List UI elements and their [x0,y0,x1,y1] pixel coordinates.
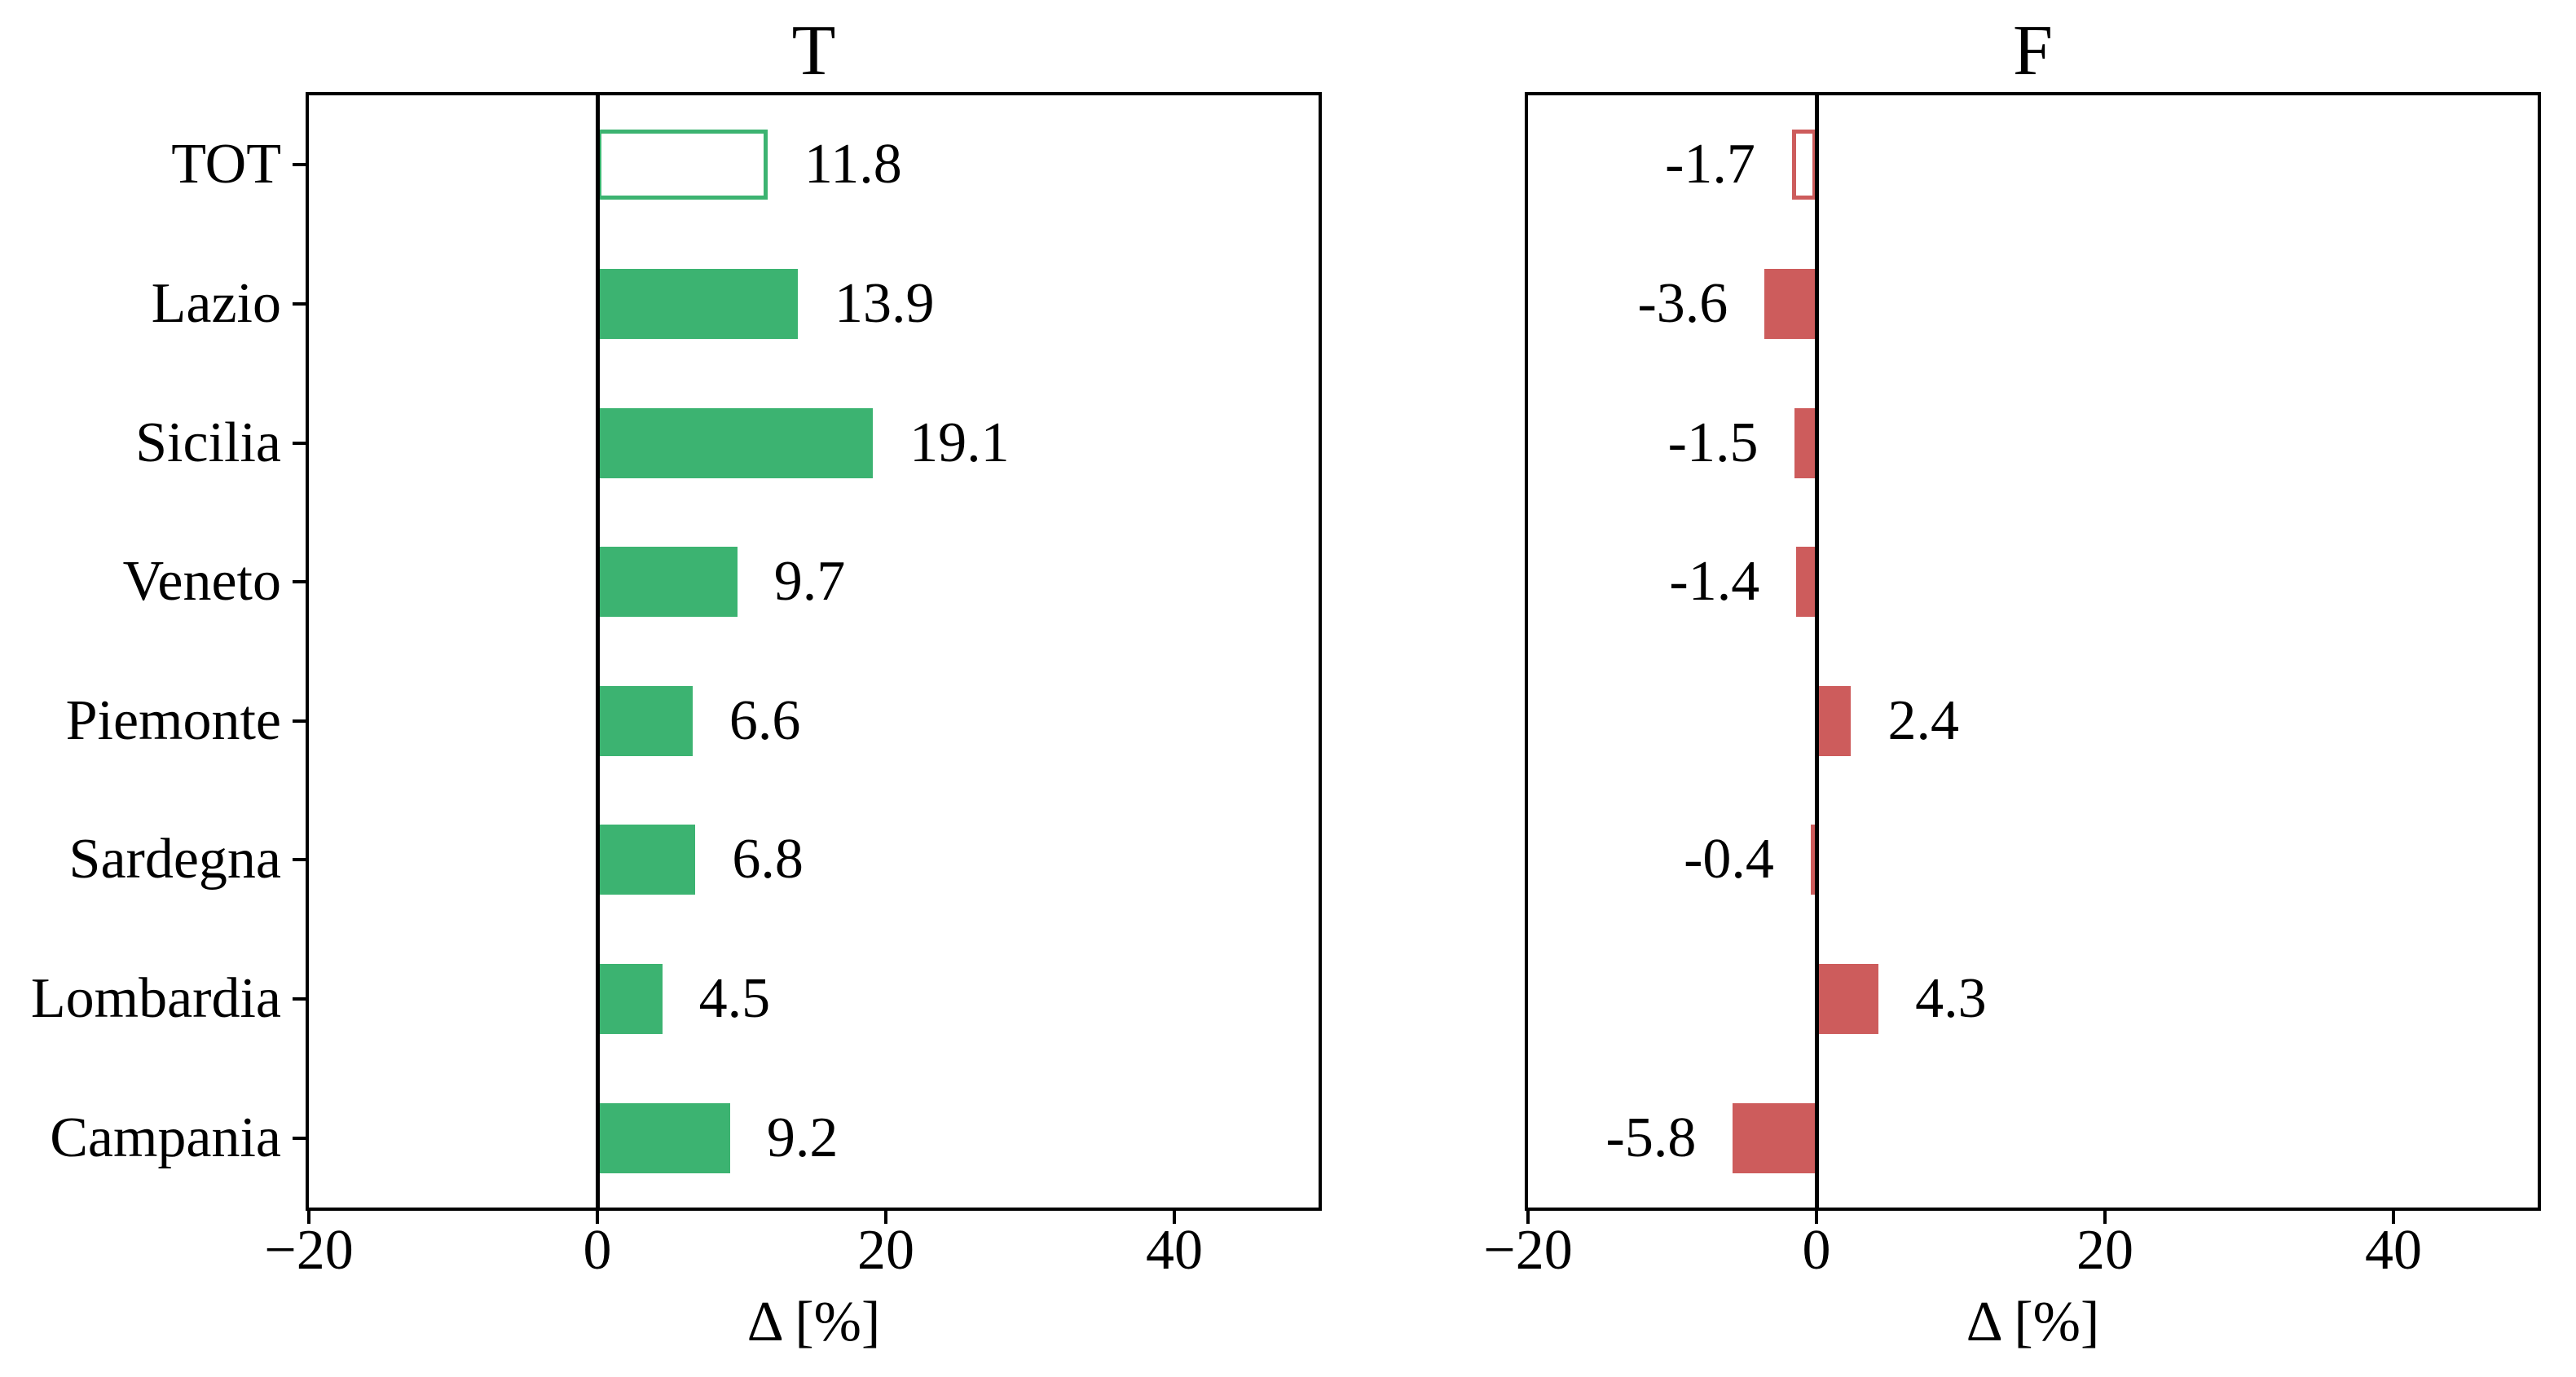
x-tick-label--20: −20 [264,1219,354,1282]
bar-value-label-Lombardia: 4.5 [698,967,771,1031]
bar-Lombardia [597,964,663,1035]
y-tick-Lombardia [293,997,306,1001]
bar-value-label-Lombardia: 4.3 [1915,967,1987,1031]
bar-Piemonte [597,685,693,756]
bar-Piemonte [1816,685,1852,756]
category-label-Veneto: Veneto [122,550,281,614]
bar-TOT [1791,130,1816,200]
bar-value-label-Lazio: -3.6 [1637,271,1728,335]
x-tick-label-40: 40 [1146,1219,1203,1282]
bar-value-label-Veneto: -1.4 [1669,550,1760,614]
x-tick--20 [1526,1211,1530,1224]
bar-Lazio [1764,268,1816,339]
bar-Sicilia [597,407,874,478]
x-tick-label-20: 20 [857,1219,914,1282]
bar-value-label-Piemonte: 2.4 [1887,688,1959,752]
plot-area-T: 11.8 13.9 19.1 9.7 6.6 6.8 4.5 9.2 [293,92,1322,1211]
x-tick-20 [884,1211,887,1224]
bar-value-label-TOT: 11.8 [804,133,902,196]
bar-value-label-Sardegna: 6.8 [732,828,804,891]
y-tick-Sardegna [293,858,306,862]
bar-Veneto [1796,547,1816,618]
bar-value-label-Campania: 9.2 [766,1106,839,1169]
category-label-Lazio: Lazio [151,271,281,335]
y-tick-Lazio [293,301,306,306]
x-tick--20 [307,1211,310,1224]
x-axis-label-T: Δ [%] [746,1291,881,1353]
category-label-Sardegna: Sardegna [68,828,281,891]
bar-Campania [597,1102,730,1173]
chart-title-F: F [2013,11,2053,90]
x-tick-0 [1815,1211,1818,1224]
x-tick-40 [2392,1211,2395,1224]
bar-value-label-Veneto: 9.7 [773,550,846,614]
bar-Lombardia [1816,964,1879,1035]
y-tick-Campania [293,1136,306,1140]
chart-title-T: T [791,11,836,90]
category-label-Piemonte: Piemonte [65,688,281,752]
zero-line [595,95,600,1208]
y-tick-TOT [293,163,306,167]
x-tick-label-0: 0 [583,1219,612,1282]
x-tick-40 [1173,1211,1176,1224]
bar-Sardegna [1810,825,1816,895]
bar-value-label-Piemonte: 6.6 [729,688,801,752]
bar-Veneto [597,547,738,618]
x-tick-0 [596,1211,599,1224]
bar-value-label-Lazio: 13.9 [834,271,935,335]
x-tick-label-0: 0 [1802,1219,1831,1282]
bar-TOT [597,130,768,200]
x-axis-label-F: Δ [%] [1966,1291,2100,1353]
y-tick-Sicilia [293,441,306,445]
bar-value-label-Sicilia: 19.1 [909,411,1010,474]
bar-Lazio [597,268,799,339]
bar-value-label-Sardegna: -0.4 [1684,828,1774,891]
zero-line [1814,95,1819,1208]
bar-Campania [1733,1102,1816,1173]
bar-Sardegna [597,825,696,895]
x-tick-label-40: 40 [2365,1219,2422,1282]
category-label-Campania: Campania [50,1106,281,1169]
x-tick-label--20: −20 [1483,1219,1573,1282]
category-label-TOT: TOT [171,133,281,196]
bar-Sicilia [1794,407,1816,478]
bar-value-label-TOT: -1.7 [1665,133,1755,196]
x-tick-label-20: 20 [2076,1219,2133,1282]
plot-area-F: -1.7 -3.6 -1.5 -1.4 2.4 -0.4 4.3 -5.8 [1525,92,2541,1211]
category-label-Lombardia: Lombardia [30,967,281,1031]
bar-value-label-Sicilia: -1.5 [1667,411,1759,474]
y-tick-Veneto [293,580,306,584]
x-tick-20 [2103,1211,2107,1224]
bar-value-label-Campania: -5.8 [1605,1106,1697,1169]
y-tick-Piemonte [293,719,306,723]
category-label-Sicilia: Sicilia [135,411,281,474]
